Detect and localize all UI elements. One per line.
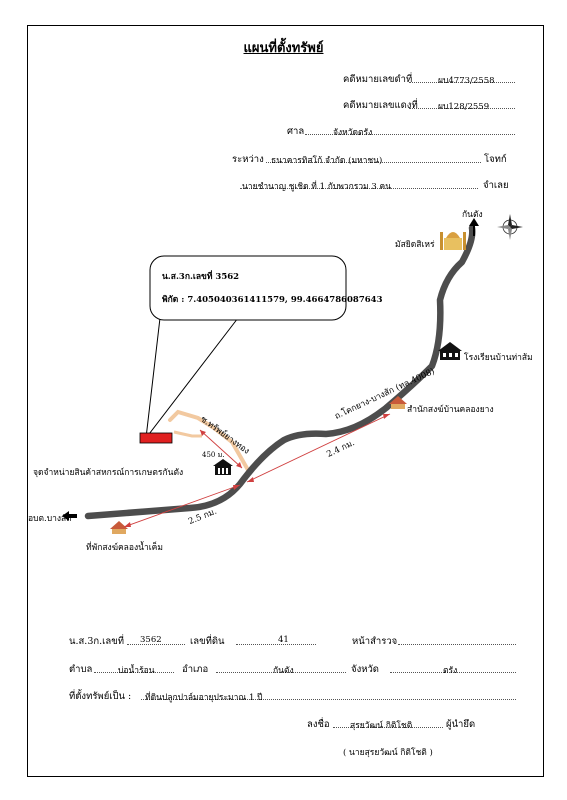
page-frame [27, 25, 544, 777]
label-temple-west: ที่พักสงฆ์คลองน้ำเค็ม [86, 543, 163, 553]
court-value: จังหวัดตรัง [333, 128, 373, 138]
plaintiff-label: โจทก์ [484, 154, 507, 165]
side-road [168, 409, 250, 472]
callout-pointer [145, 317, 239, 440]
label-kantang: กันตัง [462, 210, 483, 220]
deed-label: น.ส.3ก.เลขที่ [69, 636, 124, 647]
callout-coords: พิกัด : 7.405040361411579, 99.4664786087… [162, 295, 383, 305]
survey-line [398, 644, 516, 645]
property-marker [139, 432, 173, 444]
district-label: อำเภอ [182, 664, 209, 675]
land-no-line [236, 644, 316, 645]
case-black-label: คดีหมายเลขดำที่ [343, 74, 413, 85]
side-road-branch [173, 430, 202, 438]
compass-icon [497, 214, 523, 240]
district-line [216, 672, 346, 673]
defendant-label: จำเลย [483, 180, 509, 191]
defendant-value: นายชำนาญ ชูเชิด ที่ 1 กับพวกรวม 3 คน [242, 182, 392, 192]
temple-east-icon [389, 396, 407, 409]
location-label: ที่ตั้งทรัพย์เป็น : [69, 691, 132, 702]
plaintiff-line [266, 162, 481, 163]
page-title: แผนที่ตั้งทรัพย์ [243, 41, 324, 56]
land-no-label: เลขที่ดิน [190, 636, 225, 647]
case-red-label: คดีหมายเลขแดงที่ [343, 100, 418, 111]
case-red-line [409, 108, 515, 109]
case-black-value: ผบ4773/2558 [438, 76, 495, 86]
distance-line-450 [199, 429, 243, 469]
sign-label: ลงชื่อ [307, 719, 330, 730]
case-red-value: ผบ128/2559 [438, 102, 490, 112]
sign-line [333, 727, 443, 728]
label-school: โรงเรียนบ้านท่าส้ม [464, 353, 533, 363]
court-line [305, 134, 515, 135]
mosque-icon [440, 232, 466, 250]
label-mosque: มัสยิดสิเหร่ [395, 240, 435, 250]
temple-west-icon [110, 521, 128, 534]
sign-role: ผู้นำยึด [446, 719, 476, 730]
location-line [141, 699, 516, 700]
main-road [84, 224, 476, 520]
label-dist-450: 450 ม. [202, 451, 225, 459]
deed-line [127, 644, 185, 645]
subdistrict-value: บ่อน้ำร้อน [118, 666, 155, 676]
court-label: ศาล [287, 126, 305, 137]
callout-box [149, 255, 347, 321]
callout-deed: น.ส.3ก.เลขที่ 3562 [162, 272, 240, 282]
label-coop: จุดจำหน่ายสินค้าสหกรณ์การเกษตรกันตัง [33, 468, 184, 478]
subdistrict-line [94, 672, 174, 673]
defendant-line [240, 188, 478, 189]
province-value: ตรัง [443, 666, 458, 676]
label-bangsak: อบต.บางสัก [28, 514, 72, 524]
deed-value: 3562 [140, 635, 162, 645]
location-value: ที่ดินปลูกปาล์มอายุประมาณ 1 ปี [145, 693, 263, 703]
sign-value: สุรยวัฒน์ กิติโชติ [350, 721, 413, 731]
distance-line-24 [246, 413, 391, 483]
school-icon [438, 342, 462, 360]
subdistrict-label: ตำบล [69, 664, 93, 675]
survey-label: หน้าสำรวจ [352, 636, 398, 647]
district-value: กันตัง [273, 666, 294, 676]
land-no-value: 41 [278, 635, 289, 645]
plaintiff-value: ธนาคารทิสโก้ จำกัด (มหาชน) [271, 156, 383, 166]
building-icon [213, 459, 233, 475]
west-arrow-icon [62, 511, 77, 521]
between-label: ระหว่าง [232, 154, 264, 165]
province-label: จังหวัด [351, 664, 379, 675]
label-temple-east: สำนักสงฆ์บ้านคลองยาง [407, 405, 494, 415]
distance-line-25 [123, 484, 241, 528]
sign-name: ( นายสุรยวัฒน์ กิติโชติ ) [343, 748, 433, 758]
province-line [390, 672, 516, 673]
case-black-line [409, 82, 515, 83]
